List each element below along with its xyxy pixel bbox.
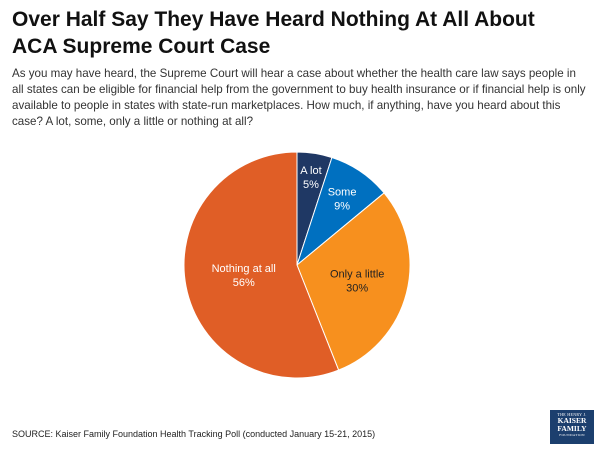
kff-logo: THE HENRY J. KAISER FAMILY FOUNDATION <box>550 410 594 444</box>
slice-label: Only a little <box>330 268 384 280</box>
survey-question: As you may have heard, the Supreme Court… <box>12 67 586 128</box>
slice-value-label: 56% <box>233 277 255 289</box>
page-title: Over Half Say They Have Heard Nothing At… <box>12 8 535 58</box>
pie-slice-nothing-at-all <box>183 151 340 379</box>
slice-value-label: 9% <box>334 201 350 213</box>
slice-label: Nothing at all <box>212 263 276 275</box>
pie-labels: A lot 5% Some 9% Only a little 30% Nothing at … <box>212 165 385 295</box>
slice-label: A lot <box>300 165 321 177</box>
slice-value-label: 30% <box>346 282 368 294</box>
slice-label: Some <box>328 187 357 199</box>
pie-slice-only-a-little <box>296 192 411 371</box>
pie-slices <box>183 151 411 379</box>
slice-value-label: 5% <box>303 179 319 191</box>
source-note: SOURCE: Kaiser Family Foundation Health … <box>12 429 376 439</box>
